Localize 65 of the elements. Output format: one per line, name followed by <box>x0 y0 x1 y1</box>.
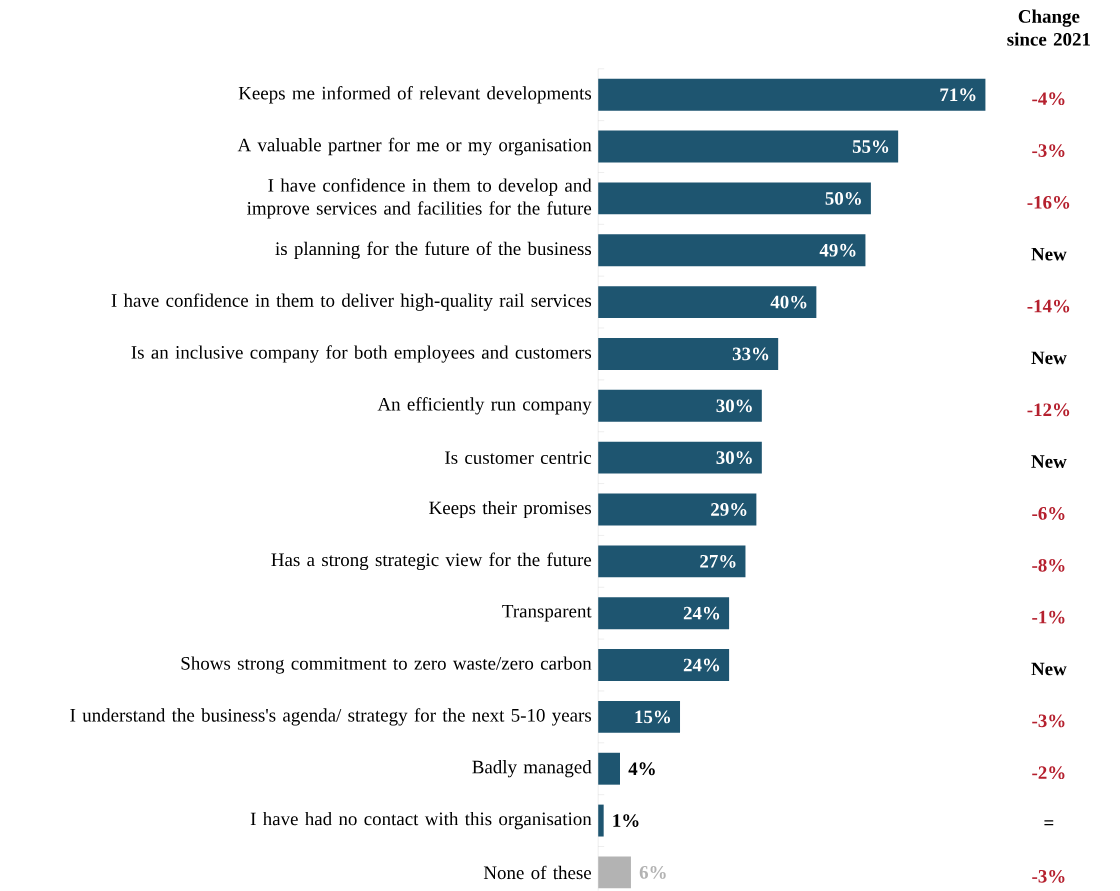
bar <box>598 545 746 578</box>
data-label: 55% <box>852 139 889 153</box>
text: Change since 2021 <box>1007 9 1090 46</box>
text: -14% <box>1027 299 1070 313</box>
text: -8% <box>1032 558 1065 572</box>
text: -3% <box>1032 869 1065 883</box>
bar <box>598 182 871 215</box>
text: -1% <box>1032 610 1065 624</box>
y-tick-label: Keeps their promises <box>429 500 592 518</box>
y-tick-label: I have had no contact with this organisation <box>250 811 592 829</box>
bar <box>598 648 730 681</box>
text: -3% <box>1032 143 1065 157</box>
text: -12% <box>1027 403 1070 417</box>
y-tick-label: Badly managed <box>472 759 592 778</box>
data-label: 49% <box>819 243 856 257</box>
y-tick-label: is planning for the future of the business <box>275 241 592 259</box>
y-tick-label: Shows strong commitment to zero waste/zero carbon <box>181 656 592 674</box>
y-tick-label: None of these <box>483 865 592 880</box>
bar <box>598 856 631 889</box>
bar <box>598 597 730 629</box>
text: New <box>1031 455 1067 468</box>
data-label: 29% <box>711 502 747 516</box>
data-label: 27% <box>700 554 736 568</box>
data-label: 71% <box>940 88 976 101</box>
bar <box>598 389 762 422</box>
bar <box>598 337 779 370</box>
bar <box>598 78 986 111</box>
text: -6% <box>1032 506 1065 520</box>
y-tick-label: Keeps me informed of relevant developments <box>238 85 592 104</box>
bar <box>598 130 899 163</box>
y-tick-label: An efficiently run company <box>377 396 592 415</box>
bar <box>598 285 817 318</box>
y-tick-label: A valuable partner for me or my organisation <box>237 137 592 156</box>
bar <box>598 441 762 474</box>
y-tick-label: I have confidence in them to deliver high-quality rail services <box>111 293 592 311</box>
text: New <box>1031 662 1067 676</box>
text: -16% <box>1027 195 1070 209</box>
bar <box>598 234 866 267</box>
data-label: 33% <box>732 347 769 361</box>
text: New <box>1031 247 1067 261</box>
data-label: 40% <box>770 295 807 309</box>
y-tick-label: Transparent <box>502 604 592 622</box>
text: = <box>1044 819 1054 826</box>
data-label: 30% <box>716 399 752 413</box>
y-tick-label: Is an inclusive company for both employees and customers <box>131 345 592 363</box>
bar <box>598 493 757 526</box>
bar <box>598 752 621 785</box>
data-label: 4% <box>628 762 655 775</box>
y-tick-label: Is customer centric <box>445 451 592 464</box>
bar <box>598 700 681 733</box>
bar <box>598 804 604 837</box>
text: -2% <box>1032 766 1065 779</box>
data-label: 6% <box>639 865 666 879</box>
y-tick-label: I have confidence in them to develop and improve services and facilities for the future <box>247 178 592 219</box>
data-label: 15% <box>635 710 671 724</box>
text: -4% <box>1032 92 1065 105</box>
data-label: 24% <box>683 658 720 672</box>
data-label: 24% <box>683 606 720 620</box>
y-tick-label: Has a strong strategic view for the future <box>271 552 592 570</box>
text: -3% <box>1032 714 1065 728</box>
data-label: 30% <box>716 451 752 464</box>
y-tick-label: I understand the business's agenda/ strategy for the next 5-10 years <box>70 707 592 726</box>
text: New <box>1031 351 1067 365</box>
data-label: 1% <box>613 813 639 827</box>
data-label: 50% <box>825 191 861 205</box>
